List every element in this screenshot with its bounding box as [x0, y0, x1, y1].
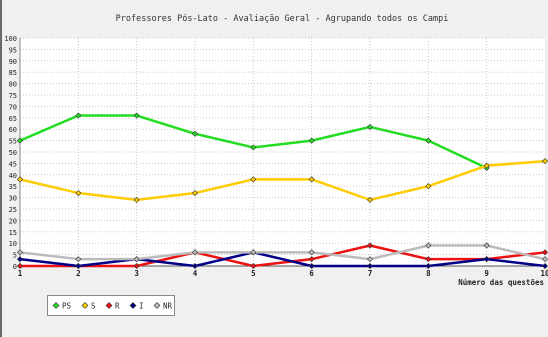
data-point-s [133, 196, 140, 203]
data-point-r [308, 256, 315, 263]
data-point-ps [308, 137, 315, 144]
y-tick-label: 100 [4, 35, 17, 43]
data-point-nr [191, 249, 199, 256]
data-point-s [483, 162, 490, 169]
data-point-ps [133, 112, 140, 119]
x-tick-label: 5 [251, 269, 256, 278]
legend-label-i: I [139, 302, 144, 311]
legend-marker-s [81, 302, 89, 309]
data-point-i [191, 262, 199, 270]
data-point-s [75, 190, 82, 197]
data-point-s [250, 176, 257, 183]
data-point-i [366, 262, 374, 270]
legend-label-nr: NR [163, 302, 173, 311]
y-tick-label: 0 [13, 263, 17, 271]
y-tick-label: 65 [9, 115, 17, 123]
data-point-r [366, 242, 374, 249]
x-tick-label: 4 [193, 269, 198, 278]
chart-title: Professores Pós-Lato - Avaliação Geral -… [116, 13, 449, 24]
data-point-r [16, 262, 24, 270]
data-point-i [541, 262, 548, 270]
data-point-ps [366, 123, 374, 130]
x-tick-label: 7 [368, 269, 373, 278]
data-point-r [425, 256, 432, 263]
data-point-nr [75, 256, 82, 263]
data-point-nr [366, 256, 374, 263]
legend-marker-ps [52, 302, 60, 309]
y-tick-label: 60 [9, 126, 17, 134]
x-tick-label: 1 [18, 269, 23, 278]
y-tick-label: 20 [9, 217, 17, 225]
data-point-nr [16, 249, 24, 256]
series-line-r [20, 244, 546, 268]
y-tick-label: 40 [9, 172, 17, 180]
x-tick-label: 2 [76, 269, 81, 278]
data-point-s [191, 190, 199, 197]
data-point-ps [75, 112, 82, 119]
series-line-i [19, 251, 546, 268]
data-point-s [366, 196, 374, 203]
data-point-ps [16, 137, 24, 144]
data-point-r [133, 262, 140, 270]
legend-label-r: R [115, 302, 120, 311]
y-tick-label: 15 [9, 229, 17, 237]
data-point-nr [133, 256, 140, 263]
legend: PS S R I NR [47, 295, 175, 316]
data-point-nr [541, 256, 548, 263]
legend-marker-i [129, 302, 137, 309]
x-tick-label: 6 [309, 269, 314, 278]
y-tick-label: 25 [9, 206, 17, 214]
y-tick-label: 35 [9, 183, 17, 191]
data-point-i [483, 256, 490, 263]
x-tick-label: 10 [540, 269, 548, 278]
series-line-s [19, 159, 546, 202]
y-tick-label: 90 [9, 58, 17, 66]
data-point-s [308, 176, 315, 183]
data-point-i [75, 262, 82, 270]
data-point-r [541, 249, 548, 256]
data-point-nr [483, 242, 490, 249]
data-point-s [541, 158, 548, 165]
series [16, 112, 548, 270]
x-tick-label: 9 [484, 269, 489, 278]
x-axis-label: Número das questões [458, 278, 544, 287]
y-tick-label: 70 [9, 103, 17, 111]
data-point-i [308, 262, 315, 270]
y-tick-label: 45 [9, 160, 17, 168]
y-tick-label: 10 [9, 240, 17, 248]
data-point-ps [191, 130, 199, 137]
x-tick-label: 8 [426, 269, 431, 278]
legend-label-ps: PS [62, 302, 72, 311]
legend-marker-nr [153, 302, 161, 309]
y-tick-label: 5 [13, 252, 17, 260]
data-point-ps [425, 137, 432, 144]
data-point-nr [308, 249, 315, 256]
y-tick-label: 95 [9, 46, 17, 54]
data-point-nr [425, 242, 432, 249]
y-tick-label: 80 [9, 81, 17, 89]
data-point-i [425, 262, 432, 270]
data-point-ps [250, 144, 257, 151]
legend-label-s: S [91, 302, 96, 311]
y-tick-label: 85 [9, 69, 17, 77]
data-point-s [16, 176, 24, 183]
series-line-nr [19, 244, 546, 261]
y-tick-label: 55 [9, 138, 17, 146]
data-point-s [425, 183, 432, 190]
x-tick-label: 3 [134, 269, 139, 278]
data-point-nr [250, 249, 257, 256]
legend-marker-r [105, 302, 113, 309]
data-point-r [250, 262, 257, 270]
data-point-i [16, 256, 24, 263]
window-edge [0, 0, 2, 337]
y-tick-label: 75 [9, 92, 17, 100]
y-tick-label: 30 [9, 195, 17, 203]
y-tick-label: 50 [9, 149, 17, 157]
